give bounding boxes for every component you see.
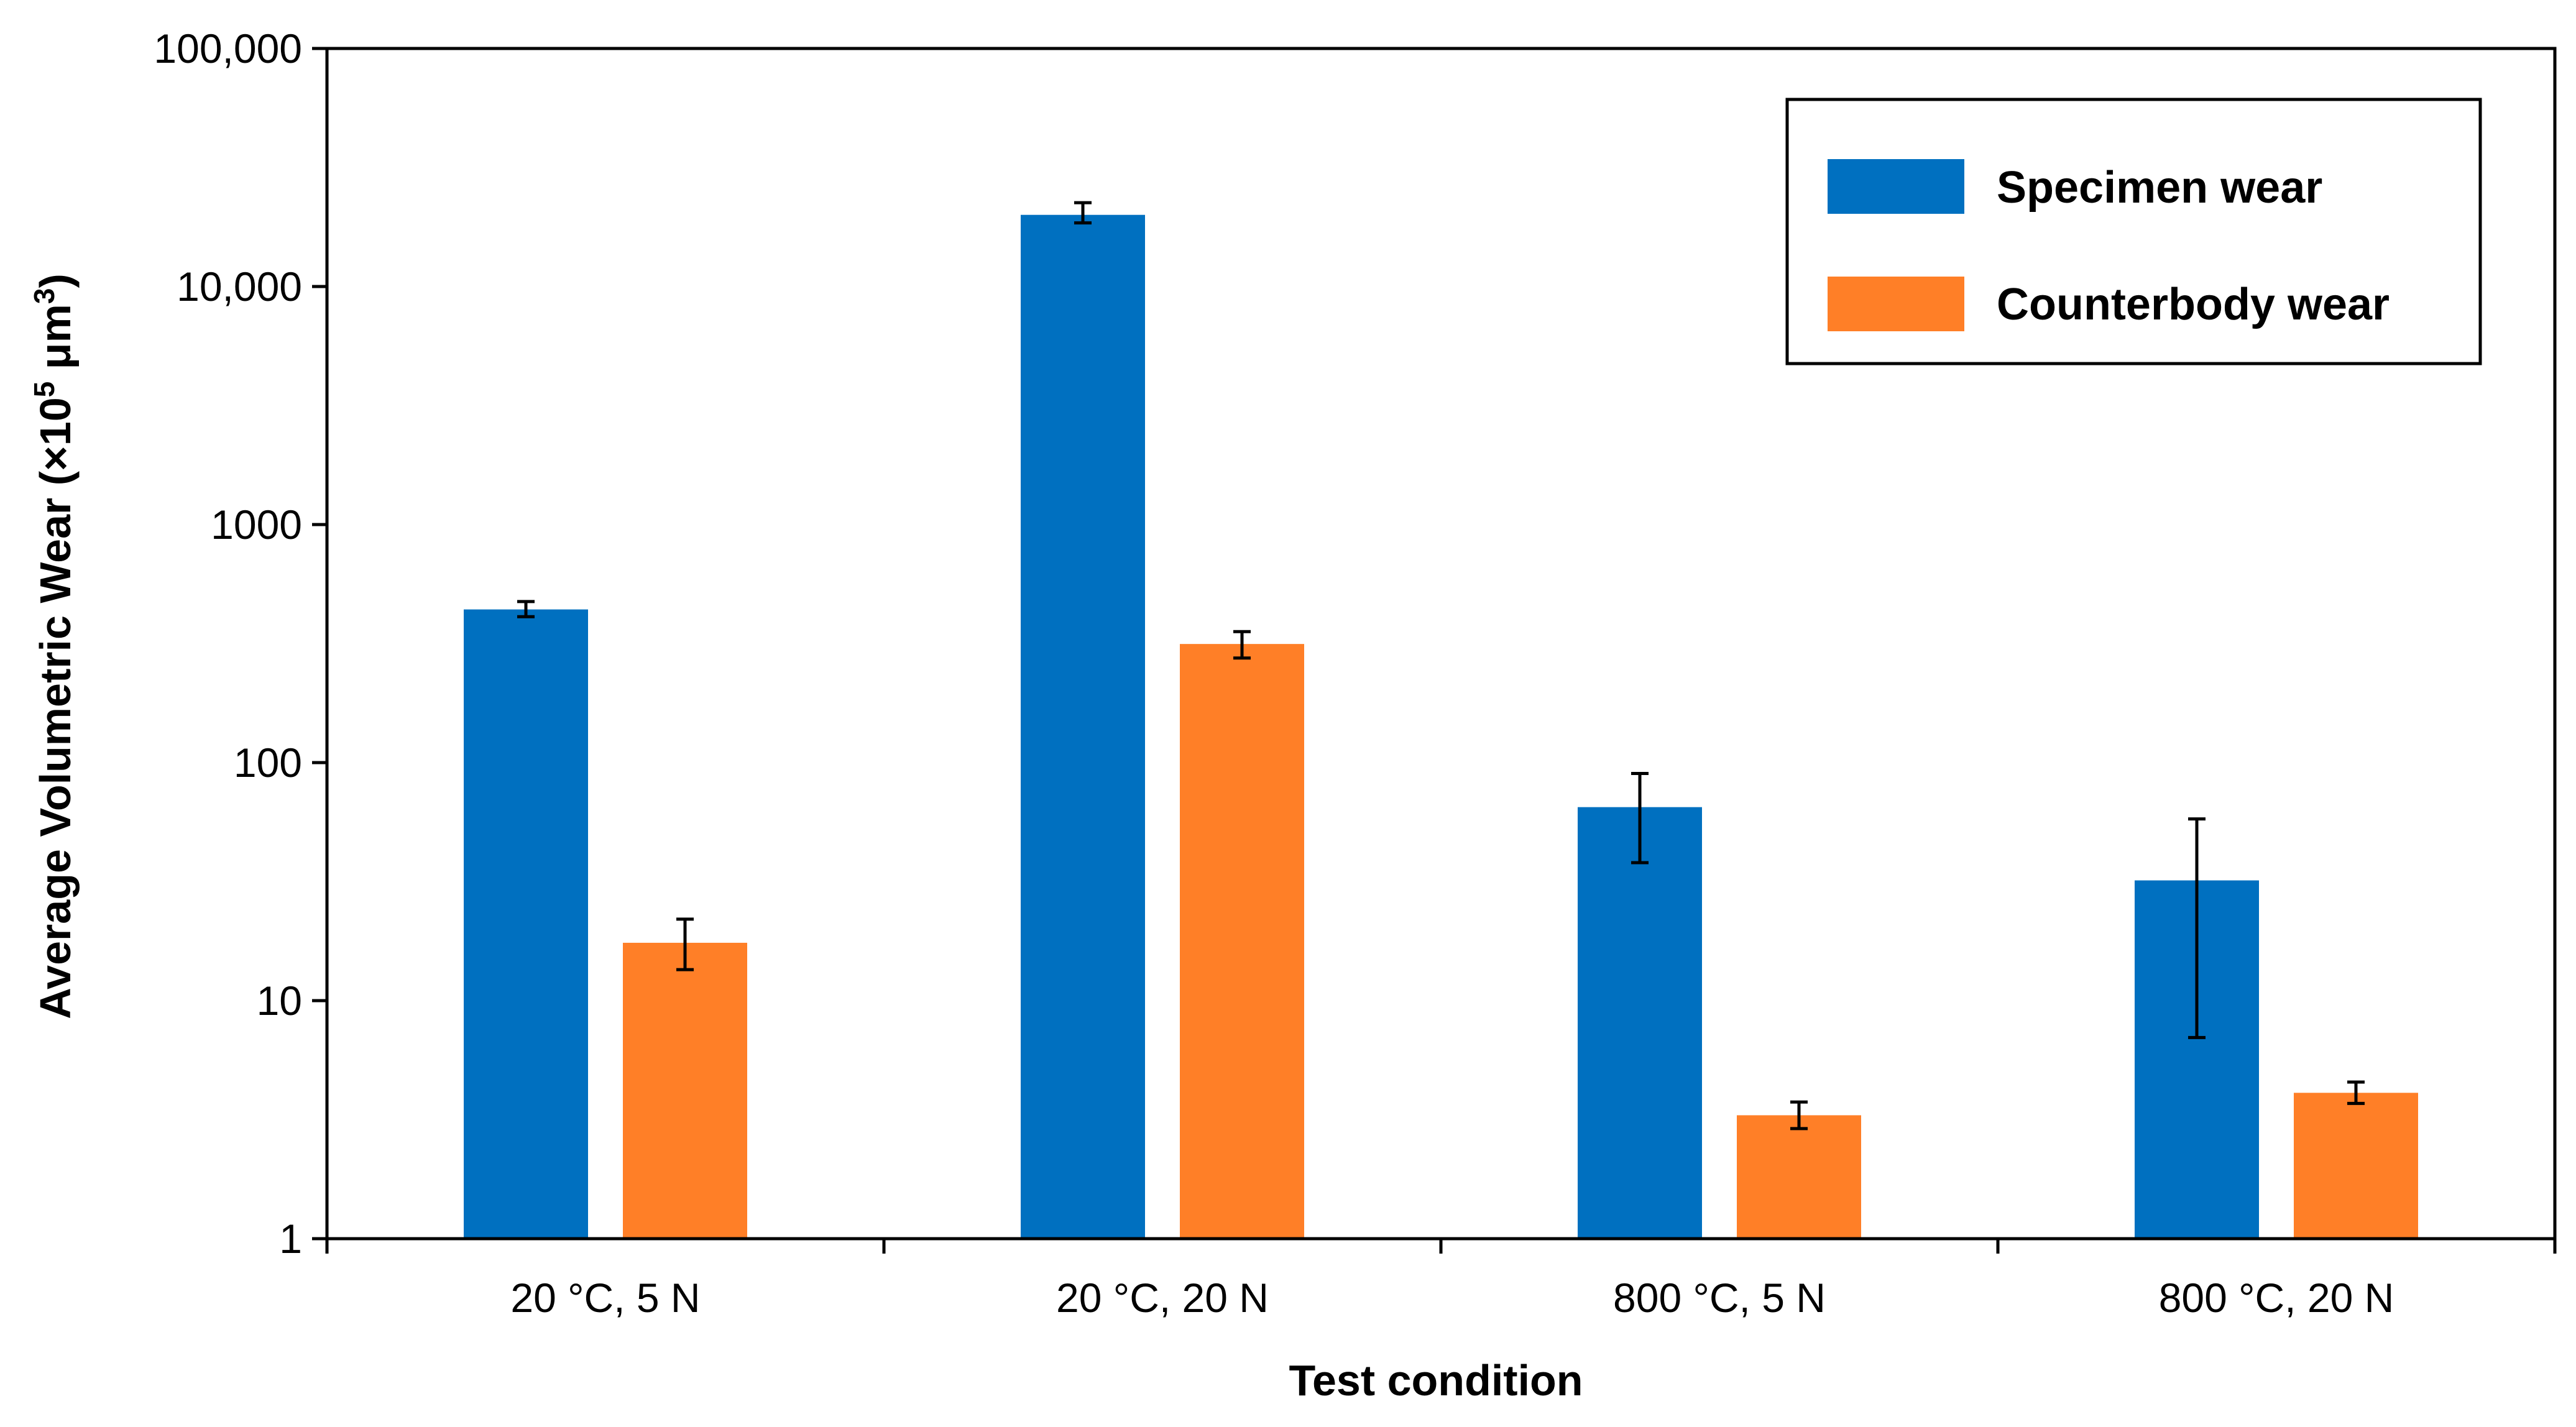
y-tick-label: 1000 (211, 502, 302, 548)
y-axis-title: Average Volumetric Wear (×105 μm3) (28, 273, 80, 1019)
y-tick-label: 100,000 (154, 25, 302, 71)
error-bar-specimen-wear-800-c-20-n (2188, 817, 2206, 1039)
y-tick-label: 1 (279, 1216, 302, 1262)
bar-counterbody-wear-20-c-20-n (1180, 644, 1304, 1239)
error-bar-counterbody-wear-20-c-5-n (676, 917, 694, 971)
bar-specimen-wear-800-c-5-n (1578, 807, 1702, 1239)
legend-label-counterbody-wear: Counterbody wear (1997, 280, 2390, 329)
bar-specimen-wear-20-c-20-n (1021, 214, 1145, 1239)
x-tick-label: 20 °C, 5 N (510, 1275, 700, 1321)
bar-counterbody-wear-800-c-20-n (2294, 1093, 2418, 1239)
error-bar-specimen-wear-20-c-20-n (1074, 201, 1092, 225)
x-tick-label: 20 °C, 20 N (1056, 1275, 1269, 1321)
x-tick-label: 800 °C, 20 N (2159, 1275, 2394, 1321)
bar-counterbody-wear-20-c-5-n (623, 942, 747, 1239)
x-axis-title: Test condition (1289, 1356, 1583, 1405)
y-tick-label: 10 (257, 978, 302, 1024)
error-bar-counterbody-wear-800-c-20-n (2347, 1080, 2365, 1105)
error-bar-counterbody-wear-20-c-20-n (1233, 630, 1251, 660)
legend: Specimen wear Counterbody wear (1785, 98, 2482, 365)
error-bar-specimen-wear-20-c-5-n (517, 600, 535, 618)
bar-specimen-wear-20-c-5-n (464, 609, 588, 1239)
legend-swatch-counterbody-wear (1828, 277, 1964, 331)
legend-label-specimen-wear: Specimen wear (1997, 163, 2322, 213)
y-tick-label: 10,000 (177, 264, 302, 310)
x-tick-label: 800 °C, 5 N (1613, 1275, 1826, 1321)
legend-swatch-specimen-wear (1828, 159, 1964, 214)
error-bar-counterbody-wear-800-c-5-n (1790, 1100, 1808, 1131)
bar-counterbody-wear-800-c-5-n (1737, 1115, 1861, 1239)
y-tick-label: 100 (234, 740, 302, 786)
error-bar-specimen-wear-800-c-5-n (1631, 772, 1649, 865)
